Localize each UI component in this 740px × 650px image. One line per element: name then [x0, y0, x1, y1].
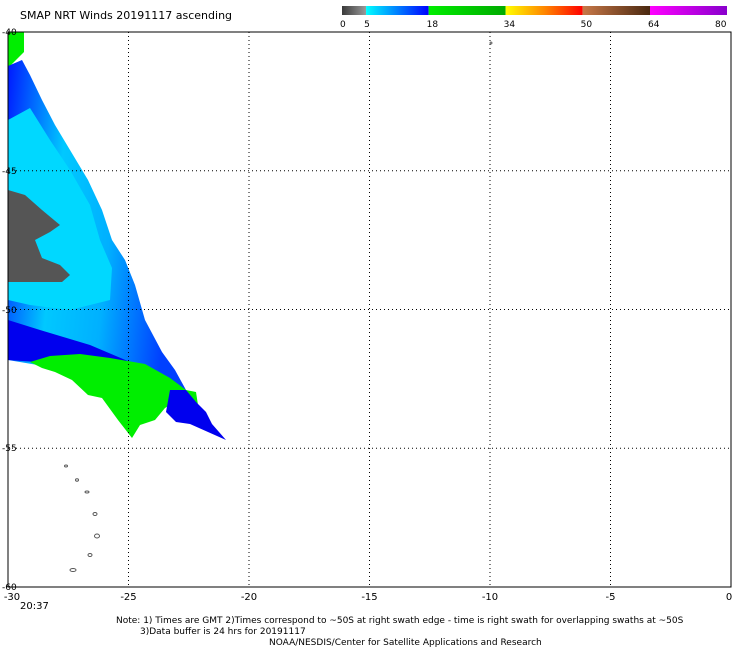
- latitude-tick-label: -45: [2, 166, 17, 177]
- swath-green-bottom: [30, 354, 198, 438]
- colorbar-label: 18: [426, 20, 439, 30]
- colorbar-segment: [505, 6, 583, 15]
- swath-dark-blue: [8, 320, 150, 370]
- longitude-tick-label: -25: [120, 592, 137, 603]
- colorbar-label: 64: [648, 20, 660, 30]
- wind-swath: [8, 32, 226, 440]
- colorbar-segment: [342, 6, 367, 15]
- longitude-tick-label: -5: [605, 592, 616, 603]
- swath-blue-tail: [166, 390, 226, 440]
- latitude-tick-label: -55: [2, 444, 17, 455]
- longitude-tick-label: -15: [361, 592, 378, 603]
- latitude-tick-label: -40: [2, 28, 17, 38]
- latitude-tick-label: -60: [2, 583, 17, 593]
- longitude-tick-label: -20: [240, 592, 258, 603]
- swath-green-top: [8, 32, 24, 66]
- colorbar-label: 5: [364, 20, 370, 30]
- colorbar-label: 80: [715, 20, 727, 30]
- colorbar-label: 34: [503, 20, 516, 30]
- colorbar-segment: [582, 6, 650, 15]
- latitude-tick-label: -50: [2, 305, 17, 316]
- colorbar-label: 0: [340, 20, 346, 30]
- longitude-tick-label: 0: [725, 592, 733, 603]
- small-island-marks: [64, 41, 493, 572]
- wind-speed-colorbar: [342, 6, 727, 15]
- swath-gray-patch: [8, 190, 70, 282]
- colorbar-segment: [366, 6, 429, 15]
- colorbar-segment: [428, 6, 506, 15]
- longitude-tick-label: -30: [3, 592, 21, 603]
- longitude-tick-label: -10: [481, 592, 499, 603]
- colorbar-segment: [650, 6, 727, 15]
- note-line-2: 3)Data buffer is 24 hrs for 20191117: [140, 627, 306, 637]
- pass-time-label: 20:37: [20, 601, 49, 612]
- note-line-3: NOAA/NESDIS/Center for Satellite Applica…: [269, 638, 542, 648]
- colorbar-label: 50: [580, 20, 593, 30]
- note-line-1: Note: 1) Times are GMT 2)Times correspon…: [116, 616, 684, 626]
- map-title: SMAP NRT Winds 20191117 ascending: [20, 9, 233, 22]
- lat-lon-grid: [8, 32, 731, 587]
